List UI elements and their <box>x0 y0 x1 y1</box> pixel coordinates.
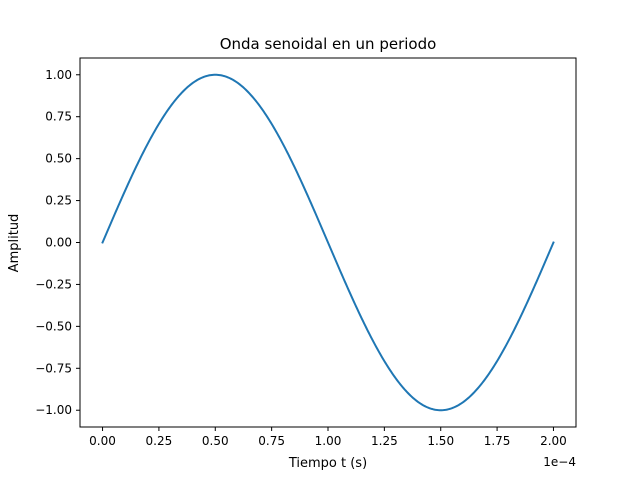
x-tick-label: 1.25 <box>371 434 398 448</box>
chart-title: Onda senoidal en un periodo <box>220 35 437 53</box>
y-axis-label: Amplitud <box>7 214 22 273</box>
y-tick-label: 0.00 <box>45 236 72 250</box>
y-tick-label: 1.00 <box>45 68 72 82</box>
x-axis-label: Tiempo t (s) <box>288 456 367 471</box>
y-tick-label: 0.25 <box>45 194 72 208</box>
x-tick-label: 0.75 <box>258 434 285 448</box>
x-tick-label: 1.00 <box>315 434 342 448</box>
x-tick-label: 0.50 <box>202 434 229 448</box>
x-axis-ticks: 0.00 0.25 0.50 0.75 1.00 1.25 1.50 1.75 2.00 <box>89 427 567 448</box>
y-axis-ticks: −1.00 −0.75 −0.50 −0.25 0.00 0.25 0.50 0.75 1.00 <box>35 68 80 417</box>
x-tick-label: 1.75 <box>484 434 511 448</box>
x-tick-label: 0.25 <box>146 434 173 448</box>
x-tick-label: 1.50 <box>427 434 454 448</box>
y-tick-label: −0.75 <box>35 361 72 375</box>
x-tick-label: 0.00 <box>89 434 116 448</box>
x-axis-offset-label: 1e−4 <box>543 455 576 469</box>
y-tick-label: −0.25 <box>35 277 72 291</box>
y-tick-label: 0.75 <box>45 110 72 124</box>
y-tick-label: 0.50 <box>45 152 72 166</box>
x-tick-label: 2.00 <box>540 434 567 448</box>
y-tick-label: −0.50 <box>35 319 72 333</box>
series-line-sine <box>101 73 555 412</box>
y-tick-label: −1.00 <box>35 403 72 417</box>
